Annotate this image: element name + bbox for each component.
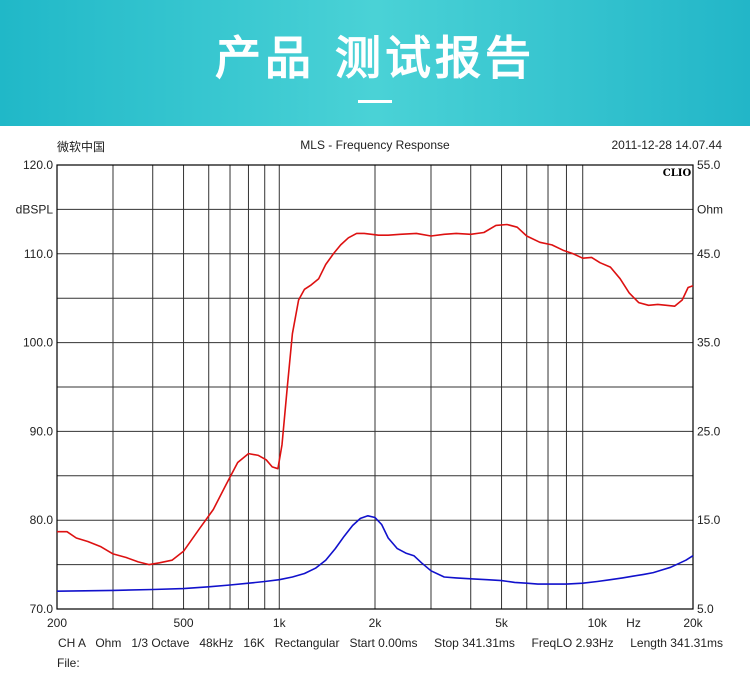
y-axis-label-right: Ohm	[697, 202, 723, 216]
y-axis-label-left: dBSPL	[16, 202, 54, 216]
x-tick-label: 2k	[369, 616, 383, 630]
y-tick-label-right: 25.0	[697, 424, 721, 438]
plot-frame	[56, 164, 694, 610]
x-tick-label: 10k	[588, 616, 608, 630]
title-banner: 产品 测试报告	[0, 0, 750, 126]
y-tick-label-right: 5.0	[697, 602, 714, 616]
x-axis-label: Hz	[626, 616, 641, 630]
y-tick-label-right: 45.0	[697, 247, 721, 261]
x-tick-label: 20k	[683, 616, 703, 630]
y-tick-label-left: 120.0	[23, 158, 53, 172]
chart-title: MLS - Frequency Response	[300, 138, 450, 152]
y-tick-label-right: 15.0	[697, 513, 721, 527]
banner-title: 产品 测试报告	[214, 31, 535, 85]
impedance-curve	[56, 515, 694, 592]
tick-labels: 70.0 80.0 90.0 100.0 110.0 120.0 5.0 15.0 25.0 35…	[16, 158, 723, 630]
x-tick-label: 500	[174, 616, 194, 630]
x-tick-label: 200	[47, 616, 67, 630]
grid	[57, 165, 693, 609]
y-tick-label-right: 55.0	[697, 158, 721, 172]
y-tick-label-left: 80.0	[30, 513, 54, 527]
y-tick-label-left: 100.0	[23, 336, 53, 350]
header-company: 微软中国	[57, 140, 106, 154]
file-label: File:	[57, 656, 80, 670]
header-timestamp: 2011-12-28 14.07.44	[611, 138, 722, 152]
measurement-settings: CH A Ohm 1/3 Octave 48kHz 16K Rectangula…	[58, 636, 723, 650]
y-tick-label-left: 110.0	[24, 247, 53, 261]
y-tick-label-left: 90.0	[30, 424, 54, 438]
y-tick-label-left: 70.0	[30, 602, 54, 616]
x-tick-label: 5k	[495, 616, 509, 630]
y-tick-label-right: 35.0	[697, 336, 721, 350]
spl-curve	[57, 223, 694, 566]
banner-underline	[358, 100, 392, 103]
x-tick-label: 1k	[273, 616, 287, 630]
clio-brand: CLIO	[663, 168, 692, 179]
series-group	[56, 223, 694, 592]
